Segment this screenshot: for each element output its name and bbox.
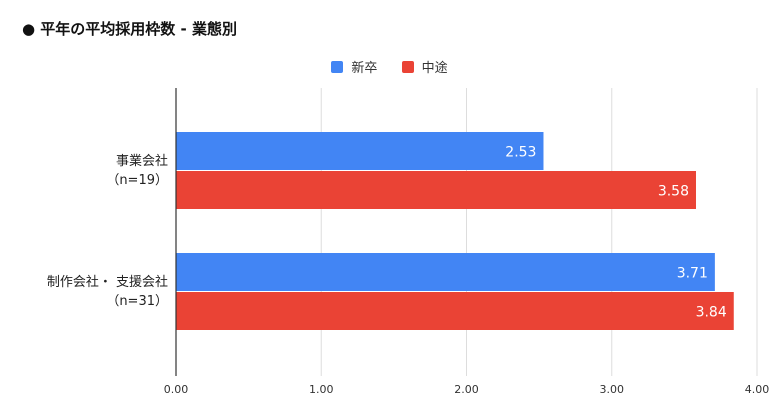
legend-swatch-chuto — [401, 60, 414, 73]
legend-label-chuto: 中途 — [421, 61, 448, 76]
x-tick-label-0: 0.00 — [164, 383, 189, 396]
x-tick-label-3: 3.00 — [600, 383, 625, 396]
bar-chuto-1 — [176, 292, 734, 330]
data-label-chuto-1: 3.84 — [696, 305, 727, 321]
bar-shinsotsu-1 — [176, 253, 715, 291]
legend: 新卒 中途 — [0, 57, 779, 77]
category-label-0: 事業会社 — [116, 153, 168, 169]
legend-item-chuto: 中途 — [401, 57, 448, 76]
legend-item-shinsotsu: 新卒 — [331, 57, 377, 76]
bar-shinsotsu-0 — [176, 132, 544, 170]
chart-title: ● 平年の平均採用枠数 - 業態別 — [22, 20, 237, 38]
bar-chuto-0 — [176, 171, 696, 209]
x-tick-label-4: 4.00 — [745, 383, 770, 396]
category-label-1: 制作会社・ 支援会社 — [47, 274, 168, 290]
legend-label-shinsotsu: 新卒 — [351, 61, 378, 76]
category-count-0: （n=19） — [106, 173, 168, 188]
data-label-shinsotsu-0: 2.53 — [505, 145, 536, 161]
legend-swatch-shinsotsu — [331, 60, 344, 73]
x-tick-label-1: 1.00 — [309, 383, 334, 396]
data-label-shinsotsu-1: 3.71 — [677, 266, 708, 282]
category-count-1: （n=31） — [106, 294, 168, 309]
data-label-chuto-0: 3.58 — [658, 184, 689, 200]
x-tick-label-2: 2.00 — [454, 383, 479, 396]
